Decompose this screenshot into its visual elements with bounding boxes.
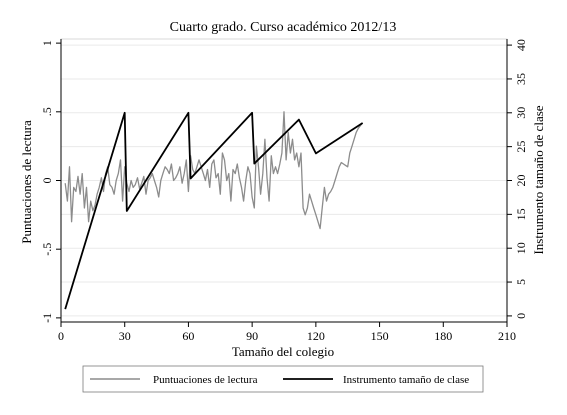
x-tick-label: 180: [434, 329, 452, 343]
y2-tick-label: 20: [514, 175, 528, 187]
y-tick-label: 0: [40, 178, 54, 184]
legend: Puntuaciones de lectura Instrumento tama…: [82, 365, 484, 393]
x-tick-label: 0: [58, 329, 64, 343]
y2-tick-label: 5: [514, 279, 528, 285]
x-axis-label: Tamaño del colegio: [232, 344, 334, 359]
series-line-instrumento: [64, 111, 364, 310]
y2-tick-label: 35: [514, 73, 528, 85]
y2-tick-label: 0: [514, 313, 528, 319]
y2-tick-label: 25: [514, 141, 528, 153]
y-axis-label: Puntuaciones de lectura: [19, 120, 34, 244]
y2-tick-label: 10: [514, 242, 528, 254]
legend-label-reading: Puntuaciones de lectura: [153, 374, 258, 386]
legend-label-instrument: Instrumento tamaño de clase: [343, 374, 469, 386]
series-line-puntuaciones: [64, 111, 364, 230]
series-group: [64, 111, 364, 310]
x-tick-label: 90: [246, 329, 258, 343]
x-tick-label: 30: [119, 329, 131, 343]
y2-tick-label: 15: [514, 208, 528, 220]
y-tick-label: 1: [40, 40, 54, 46]
y2-tick-label: 30: [514, 107, 528, 119]
y2-tick-label: 40: [514, 39, 528, 51]
x-tick-label: 210: [498, 329, 516, 343]
y2-axis-label: Instrumento tamaño de clase: [531, 105, 546, 254]
y-tick-label: -1: [40, 313, 54, 323]
chart-title: Cuarto grado. Curso académico 2012/13: [170, 20, 397, 35]
y-tick-label: -.5: [40, 243, 54, 256]
x-tick-label: 60: [182, 329, 194, 343]
axes-group: 0 30 60 90 120 150 180 210-1-.50.51051015202530…: [40, 39, 528, 343]
x-tick-label: 150: [371, 329, 389, 343]
x-tick-label: 120: [307, 329, 325, 343]
y-tick-label: .5: [40, 107, 54, 116]
